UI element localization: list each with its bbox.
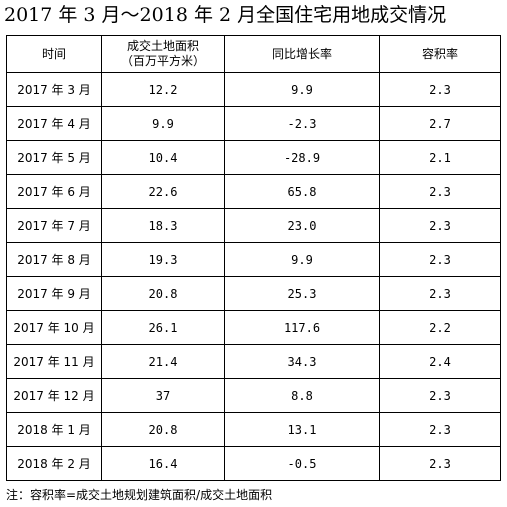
table-header-row: 时间 成交土地面积 （百万平方米） 同比增长率 容积率 <box>6 35 501 73</box>
table-row: 2017 年 3 月 12.2 9.9 2.3 <box>6 72 501 107</box>
cell-yoy: 117.6 <box>224 310 380 345</box>
cell-time: 2017 年 9 月 <box>6 276 102 311</box>
table-row: 2017 年 11 月 21.4 34.3 2.4 <box>6 344 501 379</box>
table-body: 2017 年 3 月 12.2 9.9 2.3 2017 年 4 月 9.9 -2.3 2.7… <box>6 72 501 481</box>
table-row: 2017 年 12 月 37 8.8 2.3 <box>6 378 501 413</box>
cell-far: 2.1 <box>379 140 501 175</box>
header-area: 成交土地面积 （百万平方米） <box>101 35 225 73</box>
cell-time: 2017 年 5 月 <box>6 140 102 175</box>
cell-yoy: 25.3 <box>224 276 380 311</box>
table-row: 2017 年 7 月 18.3 23.0 2.3 <box>6 208 501 243</box>
cell-area: 21.4 <box>101 344 225 379</box>
table-row: 2017 年 10 月 26.1 117.6 2.2 <box>6 310 501 345</box>
cell-time: 2017 年 8 月 <box>6 242 102 277</box>
footnote: 注：容积率=成交土地规划建筑面积/成交土地面积 <box>6 488 273 502</box>
cell-far: 2.3 <box>379 242 501 277</box>
cell-yoy: 65.8 <box>224 174 380 209</box>
cell-time: 2017 年 11 月 <box>6 344 102 379</box>
header-area-line2: （百万平方米） <box>120 54 205 68</box>
header-time: 时间 <box>6 35 102 73</box>
table-row: 2017 年 9 月 20.8 25.3 2.3 <box>6 276 501 311</box>
cell-yoy: 13.1 <box>224 412 380 447</box>
cell-area: 9.9 <box>101 106 225 141</box>
cell-time: 2017 年 4 月 <box>6 106 102 141</box>
cell-yoy: 9.9 <box>224 242 380 277</box>
cell-area: 18.3 <box>101 208 225 243</box>
cell-time: 2017 年 7 月 <box>6 208 102 243</box>
table-row: 2017 年 6 月 22.6 65.8 2.3 <box>6 174 501 209</box>
cell-time: 2018 年 1 月 <box>6 412 102 447</box>
cell-far: 2.3 <box>379 174 501 209</box>
cell-area: 10.4 <box>101 140 225 175</box>
cell-far: 2.3 <box>379 378 501 413</box>
cell-area: 20.8 <box>101 276 225 311</box>
page-title: 2017 年 3 月～2018 年 2 月全国住宅用地成交情况 <box>4 4 447 26</box>
cell-area: 37 <box>101 378 225 413</box>
cell-area: 16.4 <box>101 446 225 481</box>
cell-far: 2.3 <box>379 412 501 447</box>
cell-yoy: 23.0 <box>224 208 380 243</box>
cell-far: 2.7 <box>379 106 501 141</box>
cell-far: 2.4 <box>379 344 501 379</box>
cell-yoy: 34.3 <box>224 344 380 379</box>
cell-far: 2.3 <box>379 276 501 311</box>
cell-far: 2.3 <box>379 72 501 107</box>
header-area-line1: 成交土地面积 <box>126 39 199 53</box>
cell-yoy: 9.9 <box>224 72 380 107</box>
cell-time: 2017 年 3 月 <box>6 72 102 107</box>
header-yoy: 同比增长率 <box>224 35 380 73</box>
cell-area: 12.2 <box>101 72 225 107</box>
cell-time: 2018 年 2 月 <box>6 446 102 481</box>
land-transaction-table: 时间 成交土地面积 （百万平方米） 同比增长率 容积率 2017 年 3 月 12… <box>6 35 501 481</box>
cell-area: 26.1 <box>101 310 225 345</box>
cell-yoy: -28.9 <box>224 140 380 175</box>
cell-time: 2017 年 10 月 <box>6 310 102 345</box>
cell-time: 2017 年 12 月 <box>6 378 102 413</box>
cell-area: 19.3 <box>101 242 225 277</box>
table-row: 2017 年 8 月 19.3 9.9 2.3 <box>6 242 501 277</box>
table-row: 2018 年 2 月 16.4 -0.5 2.3 <box>6 446 501 481</box>
cell-time: 2017 年 6 月 <box>6 174 102 209</box>
cell-area: 22.6 <box>101 174 225 209</box>
header-far: 容积率 <box>379 35 501 73</box>
cell-yoy: -2.3 <box>224 106 380 141</box>
cell-area: 20.8 <box>101 412 225 447</box>
table-row: 2018 年 1 月 20.8 13.1 2.3 <box>6 412 501 447</box>
cell-far: 2.3 <box>379 446 501 481</box>
cell-yoy: -0.5 <box>224 446 380 481</box>
table-row: 2017 年 4 月 9.9 -2.3 2.7 <box>6 106 501 141</box>
table-row: 2017 年 5 月 10.4 -28.9 2.1 <box>6 140 501 175</box>
cell-far: 2.3 <box>379 208 501 243</box>
cell-far: 2.2 <box>379 310 501 345</box>
cell-yoy: 8.8 <box>224 378 380 413</box>
